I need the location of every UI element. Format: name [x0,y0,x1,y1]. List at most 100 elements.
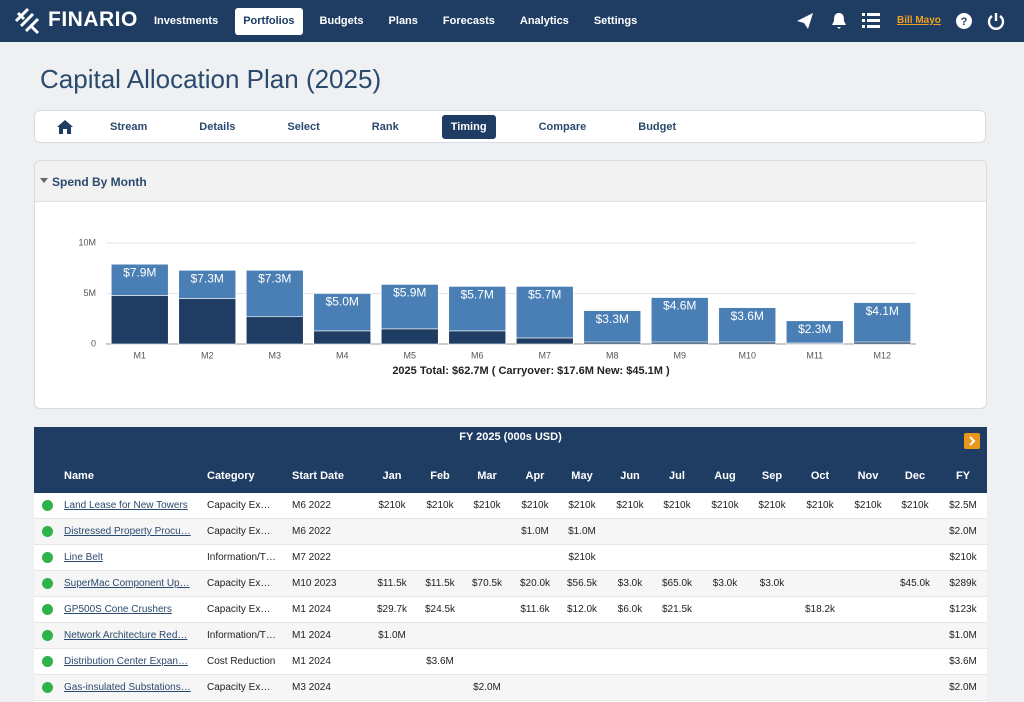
chart-panel: Spend By Month 0 5M 10M $7.9M M1 $7.3M M2 $7.3M… [34,160,987,409]
column-header[interactable]: Nov [857,470,879,482]
bar-total-label: $2.3M [798,322,831,336]
column-header[interactable]: Aug [714,470,736,482]
table-cell: Cost Reduction [207,656,276,667]
bar-segment [448,330,507,345]
column-header[interactable]: Oct [810,470,830,482]
column-header[interactable]: Category [207,470,255,482]
table-cell: $2.0M [949,526,977,537]
table-cell: M6 2022 [292,526,331,537]
column-header[interactable]: Sep [761,470,783,482]
help-icon[interactable]: ? [956,13,972,29]
column-header[interactable]: Mar [477,470,497,482]
status-dot [42,500,53,511]
bar-segment [650,341,709,345]
bar-total-label: $5.0M [326,295,359,309]
project-link[interactable]: Gas-insulated Substations… [64,682,191,693]
table-cell: $210k [806,500,834,511]
chart-footnote: 2025 Total: $62.7M ( Carryover: $17.6M N… [392,365,670,377]
power-icon[interactable] [987,12,1005,30]
top-bar: FINARIO Investments Portfolios Budgets Plan… [0,0,1024,42]
table-title: FY 2025 (000s USD) [459,431,562,443]
status-dot [42,656,53,667]
table-cell: $210k [949,552,977,563]
next-button[interactable] [964,433,980,449]
project-link[interactable]: Distressed Property Procu… [64,526,191,537]
tab[interactable]: Compare [538,121,587,133]
nav-item[interactable]: Investments [154,15,219,27]
table-header: FY 2025 (000s USD) Name Category Start Dat… [34,427,987,493]
svg-text:?: ? [961,16,968,28]
panel-title: Spend By Month [52,175,147,189]
table-cell: $56.5k [566,578,598,589]
bar-segment [785,320,844,344]
tab[interactable]: Budget [638,121,677,133]
table-cell: $2.0M [473,682,501,693]
table-cell: $3.0k [617,578,643,589]
column-header[interactable]: Jun [620,470,640,482]
tab[interactable]: Rank [371,121,399,133]
table-cell: $20.0k [519,578,551,589]
nav-item[interactable]: Forecasts [442,15,495,27]
bar-segment [245,269,304,318]
project-link[interactable]: Network Architecture Red… [64,630,188,641]
tab[interactable]: Details [199,121,236,133]
tab[interactable]: Select [287,121,320,133]
bar-segment [110,295,169,345]
y-tick-label: 0 [91,338,96,348]
user-name[interactable]: Bill Mayo [897,15,941,26]
column-header[interactable]: Apr [525,470,545,482]
send-icon[interactable] [795,11,815,31]
table-cell: Capacity Ex… [207,500,271,511]
table-row: Land Lease for New Towers Capacity Ex… M6 … [34,493,987,519]
bar-total-label: $5.7M [461,288,494,302]
table-cell: $210k [378,500,406,511]
table-cell: $3.6M [426,656,454,667]
table-cell: Capacity Ex… [207,578,271,589]
bar-segment [380,284,439,330]
status-dot [42,604,53,615]
column-header[interactable]: May [571,470,593,482]
tab-bar: Stream Details Select Rank Timing Compare Budg… [34,110,986,143]
table-cell: $18.2k [804,604,836,615]
table-cell: M1 2024 [292,656,331,667]
tab[interactable]: Timing [441,115,496,139]
project-link[interactable]: Land Lease for New Towers [64,500,188,511]
column-header[interactable]: Feb [430,470,450,482]
table-cell: $1.0M [521,526,549,537]
project-link[interactable]: Distribution Center Expan… [64,656,188,667]
status-dot [42,630,53,641]
table-cell: $6.0k [617,604,643,615]
project-link[interactable]: Line Belt [64,552,103,563]
nav-item[interactable]: Analytics [519,15,569,27]
column-header[interactable]: Jan [382,470,402,482]
table-cell: M7 2022 [292,552,331,563]
bar-total-label: $5.7M [528,288,561,302]
table-cell: $3.0k [712,578,738,589]
table-cell: $210k [663,500,691,511]
column-header[interactable]: Jul [669,470,685,482]
project-link[interactable]: GP500S Cone Crushers [64,604,172,615]
table-cell: $1.0M [949,630,977,641]
nav-item[interactable]: Portfolios [235,8,303,35]
tab[interactable]: Stream [110,121,148,133]
column-header[interactable]: Start Date [292,470,344,482]
table-row: Line Belt Information/T… M7 2022 $210k $210k [34,545,987,571]
project-link[interactable]: SuperMac Component Up… [64,578,190,589]
home-icon[interactable] [56,119,74,135]
bar-total-label: $3.3M [596,312,629,326]
x-tick-label: M10 [738,350,756,360]
column-header[interactable]: Name [64,470,94,482]
list-icon[interactable] [862,12,880,30]
bell-icon[interactable] [830,11,848,31]
table-cell: $3.6M [949,656,977,667]
collapse-icon[interactable] [40,178,49,184]
bar-total-label: $5.9M [393,286,426,300]
nav-item[interactable]: Plans [388,15,418,27]
column-header[interactable]: FY [955,470,971,482]
table-cell: M6 2022 [292,500,331,511]
nav-item[interactable]: Budgets [319,15,364,27]
x-tick-label: M5 [403,350,416,360]
column-header[interactable]: Dec [904,470,926,482]
nav-item[interactable]: Settings [593,15,638,27]
